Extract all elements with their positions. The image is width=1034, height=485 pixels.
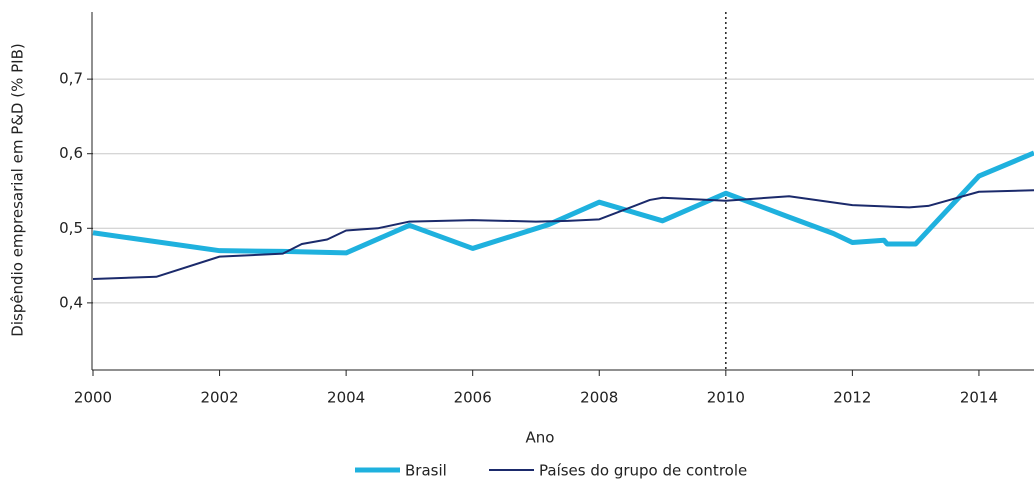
- series-line: [92, 150, 1034, 256]
- x-tick-label: 2010: [707, 389, 745, 407]
- x-axis-label: Ano: [526, 429, 555, 447]
- x-tick-label: 2012: [833, 389, 871, 407]
- y-tick-label: 0,4: [59, 293, 83, 311]
- y-tick-label: 0,5: [59, 219, 83, 237]
- x-tick-label: 2002: [200, 389, 238, 407]
- x-tick-label: 2000: [74, 389, 112, 407]
- y-axis-label: Dispêndio empresarial em P&D (% PIB): [9, 43, 27, 336]
- x-tick-label: 2008: [580, 389, 618, 407]
- x-tick-label: 2006: [454, 389, 492, 407]
- legend-label: Brasil: [405, 462, 447, 480]
- y-tick-label: 0,6: [59, 144, 83, 162]
- y-tick-label: 0,7: [59, 70, 83, 88]
- x-tick-label: 2014: [960, 389, 998, 407]
- x-tick-label: 2004: [327, 389, 365, 407]
- legend-label: Países do grupo de controle: [539, 462, 747, 480]
- series-line: [92, 189, 1034, 281]
